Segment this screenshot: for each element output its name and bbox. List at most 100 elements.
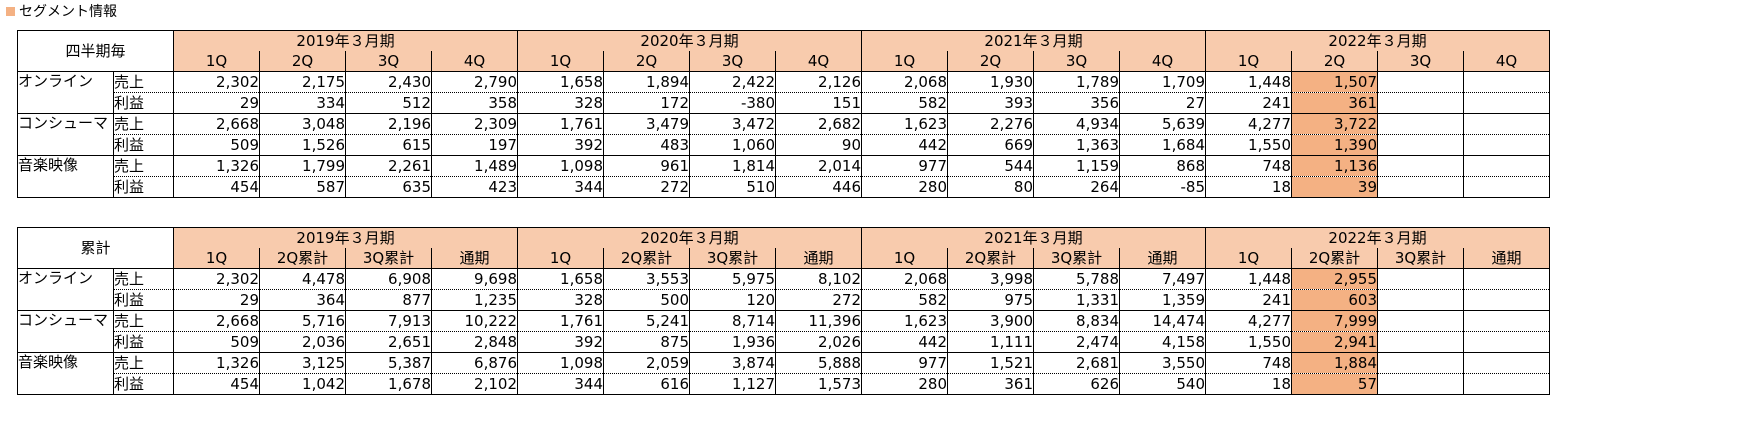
value-cell: 5,888 (775, 352, 862, 374)
value-cell (1463, 268, 1550, 290)
value-cell: 393 (947, 92, 1034, 114)
value-cell (1377, 155, 1464, 177)
value-cell: 1,136 (1291, 155, 1378, 177)
quarter-header: 1Q (861, 248, 948, 269)
value-cell: 334 (259, 92, 346, 114)
value-cell: 14,474 (1119, 310, 1206, 332)
value-cell: 509 (173, 134, 260, 156)
value-cell: 2,474 (1033, 331, 1120, 353)
value-cell: 29 (173, 92, 260, 114)
value-cell: 1,623 (861, 113, 948, 135)
value-cell: 748 (1205, 352, 1292, 374)
quarterly-segment-table: 四半期毎 2019年３月期 2020年３月期 2021年３月期 2022年３月期 1Q 2Q… (17, 30, 1550, 198)
value-cell: 1,761 (517, 113, 604, 135)
value-cell: 90 (775, 134, 862, 156)
value-cell: 616 (603, 373, 690, 395)
value-cell: 5,241 (603, 310, 690, 332)
table-row: 利益 454 587 635 423 344 272 510 446 280 80 264 -85 18 3… (18, 176, 1550, 198)
value-cell (1377, 71, 1464, 93)
value-cell: 1,936 (689, 331, 776, 353)
year-header: 2022年３月期 (1205, 227, 1550, 248)
value-cell: 582 (861, 92, 948, 114)
value-cell: -380 (689, 92, 776, 114)
year-header: 2020年３月期 (517, 30, 862, 51)
table-row: 利益 454 1,042 1,678 2,102 344 616 1,127 1,573 280 3… (18, 373, 1550, 395)
table-row: 利益 509 1,526 615 197 392 483 1,060 90 442 669 1,363… (18, 134, 1550, 156)
value-cell: 1,159 (1033, 155, 1120, 177)
value-cell: 2,302 (173, 71, 260, 93)
quarter-header-row: 1Q 2Q 3Q 4Q 1Q 2Q 3Q 4Q 1Q 2Q 3Q 4Q 1Q 2Q 3Q 4Q (18, 51, 1550, 72)
value-cell: 1,930 (947, 71, 1034, 93)
table-corner-label: 四半期毎 (17, 30, 174, 72)
value-cell: 540 (1119, 373, 1206, 395)
value-cell: 1,331 (1033, 289, 1120, 311)
value-cell (1377, 176, 1464, 198)
value-cell: 1,678 (345, 373, 432, 395)
value-cell (1377, 310, 1464, 332)
value-cell (1463, 352, 1550, 374)
value-cell: 1,884 (1291, 352, 1378, 374)
table-row: コンシューマ 売上 2,668 5,716 7,913 10,222 1,761 5,241 8… (17, 310, 1550, 353)
value-cell: 509 (173, 331, 260, 353)
value-cell: 2,681 (1033, 352, 1120, 374)
quarter-header: 1Q (861, 51, 948, 72)
value-cell: 626 (1033, 373, 1120, 395)
value-cell: 1,235 (431, 289, 518, 311)
value-cell (1377, 268, 1464, 290)
value-cell: 442 (861, 134, 948, 156)
quarter-header: 3Q (1377, 51, 1464, 72)
value-cell: 2,102 (431, 373, 518, 395)
quarter-header: 4Q (1463, 51, 1550, 72)
metric-label: 利益 (113, 373, 174, 395)
quarter-header: 4Q (431, 51, 518, 72)
quarter-header: 3Q (1033, 51, 1120, 72)
value-cell: 280 (861, 373, 948, 395)
quarter-header: 4Q (775, 51, 862, 72)
table-row: 利益 509 2,036 2,651 2,848 392 875 1,936 2,026 442 1… (18, 331, 1550, 353)
value-cell: 877 (345, 289, 432, 311)
value-cell: 3,874 (689, 352, 776, 374)
quarter-header: 2Q累計 (1291, 248, 1378, 269)
quarter-header: 1Q (517, 248, 604, 269)
metric-label: 売上 (113, 268, 174, 290)
segment-label: 音楽映像 (17, 352, 114, 395)
quarter-header: 3Q累計 (1377, 248, 1464, 269)
year-header: 2021年３月期 (861, 30, 1206, 51)
value-cell: 328 (517, 92, 604, 114)
value-cell (1463, 71, 1550, 93)
value-cell: 2,302 (173, 268, 260, 290)
quarter-header: 3Q (689, 51, 776, 72)
value-cell: 2,309 (431, 113, 518, 135)
value-cell: 1,814 (689, 155, 776, 177)
value-cell: 1,573 (775, 373, 862, 395)
year-header: 2019年３月期 (173, 227, 518, 248)
value-cell: 1,684 (1119, 134, 1206, 156)
value-cell: 10,222 (431, 310, 518, 332)
value-cell: 2,126 (775, 71, 862, 93)
value-cell: 483 (603, 134, 690, 156)
value-cell: 4,934 (1033, 113, 1120, 135)
value-cell: 6,876 (431, 352, 518, 374)
value-cell: 328 (517, 289, 604, 311)
quarter-header: 2Q累計 (947, 248, 1034, 269)
value-cell: 1,448 (1205, 268, 1292, 290)
value-cell: 1,448 (1205, 71, 1292, 93)
quarter-header: 1Q (173, 51, 260, 72)
value-cell: 27 (1119, 92, 1206, 114)
value-cell: 2,014 (775, 155, 862, 177)
year-header: 2022年３月期 (1205, 30, 1550, 51)
value-cell: 264 (1033, 176, 1120, 198)
value-cell: 1,521 (947, 352, 1034, 374)
value-cell: 2,276 (947, 113, 1034, 135)
value-cell: 80 (947, 176, 1034, 198)
quarter-header: 2Q (947, 51, 1034, 72)
quarter-header: 3Q累計 (689, 248, 776, 269)
value-cell: 392 (517, 331, 604, 353)
quarter-header: 2Q累計 (603, 248, 690, 269)
value-cell: 57 (1291, 373, 1378, 395)
value-cell: 615 (345, 134, 432, 156)
quarter-header: 1Q (1205, 51, 1292, 72)
metric-label: 売上 (113, 310, 174, 332)
value-cell: 3,900 (947, 310, 1034, 332)
value-cell: 3,553 (603, 268, 690, 290)
